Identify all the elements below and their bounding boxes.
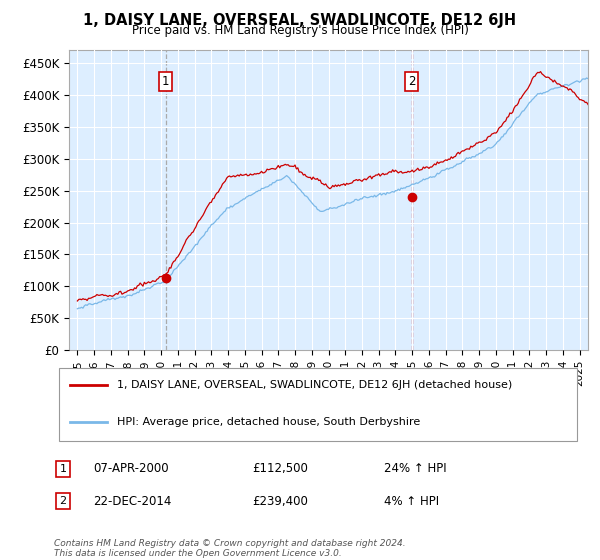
Text: 2: 2 — [59, 496, 67, 506]
Text: 1, DAISY LANE, OVERSEAL, SWADLINCOTE, DE12 6JH (detached house): 1, DAISY LANE, OVERSEAL, SWADLINCOTE, DE… — [118, 380, 512, 390]
Text: 4% ↑ HPI: 4% ↑ HPI — [384, 494, 439, 508]
Text: 2: 2 — [408, 76, 415, 88]
Text: 22-DEC-2014: 22-DEC-2014 — [93, 494, 172, 508]
Text: Price paid vs. HM Land Registry's House Price Index (HPI): Price paid vs. HM Land Registry's House … — [131, 24, 469, 36]
Text: 1, DAISY LANE, OVERSEAL, SWADLINCOTE, DE12 6JH: 1, DAISY LANE, OVERSEAL, SWADLINCOTE, DE… — [83, 13, 517, 28]
Text: Contains HM Land Registry data © Crown copyright and database right 2024.
This d: Contains HM Land Registry data © Crown c… — [54, 539, 406, 558]
Text: £239,400: £239,400 — [252, 494, 308, 508]
Text: HPI: Average price, detached house, South Derbyshire: HPI: Average price, detached house, Sout… — [118, 417, 421, 427]
Text: 1: 1 — [59, 464, 67, 474]
Text: 1: 1 — [162, 76, 169, 88]
Text: £112,500: £112,500 — [252, 462, 308, 475]
Text: 24% ↑ HPI: 24% ↑ HPI — [384, 462, 446, 475]
FancyBboxPatch shape — [59, 368, 577, 441]
Text: 07-APR-2000: 07-APR-2000 — [93, 462, 169, 475]
